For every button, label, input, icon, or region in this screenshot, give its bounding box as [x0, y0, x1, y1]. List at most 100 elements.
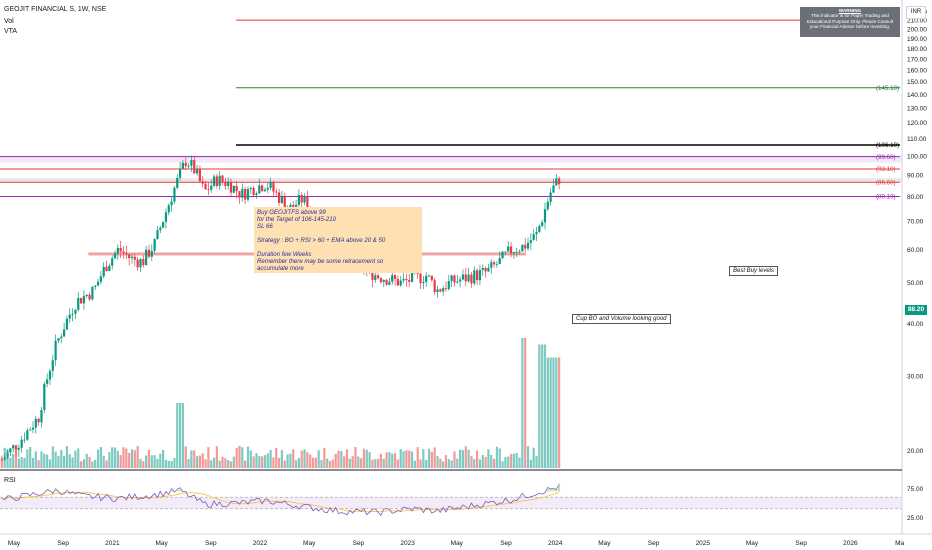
volume-bar	[68, 454, 71, 468]
last-price-badge: 88.20	[905, 305, 927, 315]
candle	[99, 276, 102, 282]
vol-indicator-label[interactable]: Vol	[4, 18, 14, 25]
candle	[371, 266, 374, 280]
candle	[402, 278, 405, 281]
volume-bar	[46, 454, 49, 468]
volume-bar	[82, 459, 86, 468]
volume-bar	[543, 344, 547, 468]
candle	[229, 181, 233, 193]
volume-bar	[529, 459, 532, 468]
volume-bar	[382, 458, 385, 468]
level-band	[0, 155, 902, 163]
best-buy-label[interactable]: Best Buy levels	[729, 266, 779, 276]
volume-bar	[176, 403, 179, 468]
y-tick-label: 90.00	[907, 173, 924, 180]
candle	[526, 242, 530, 249]
cup-bo-label[interactable]: Cup BO and Volume looking good	[572, 314, 671, 324]
volume-bar	[555, 357, 558, 468]
candle	[224, 181, 227, 186]
candle	[43, 383, 46, 410]
candle	[147, 249, 151, 257]
rsi-label[interactable]: RSI	[4, 477, 16, 484]
rsi-pane[interactable]: 75.00 25.00	[0, 483, 924, 522]
volume-bar	[515, 453, 518, 468]
volume-bar	[439, 458, 442, 468]
volume-bar	[269, 449, 272, 468]
x-tick-label: 2022	[253, 540, 268, 547]
volume-bar	[147, 449, 151, 468]
candle	[410, 272, 414, 282]
volume-bar	[379, 453, 383, 468]
candle	[31, 427, 35, 430]
volume-bar	[501, 461, 504, 468]
candle	[9, 448, 12, 453]
volume-bar	[99, 446, 102, 468]
candle	[54, 340, 57, 361]
strategy-note[interactable]: Buy GEOJITFS above 99 for the Target of …	[254, 207, 422, 273]
volume-bar	[77, 448, 80, 468]
price-pane[interactable]: (210.10)(145.10)(106.10)(99.60)(93.10)(8…	[0, 17, 902, 461]
volume-bar	[238, 445, 241, 468]
volume-bar	[215, 446, 218, 468]
volume-bar	[323, 447, 326, 468]
candle	[261, 185, 264, 192]
volume-bar	[334, 453, 337, 468]
candle	[300, 195, 303, 203]
volume-bar	[105, 460, 108, 468]
candle	[408, 280, 411, 282]
candle	[473, 270, 476, 284]
volume-bar	[113, 447, 117, 468]
candle	[105, 266, 108, 271]
level-label: (99.60)	[876, 154, 896, 161]
x-tick-label: Sep	[57, 540, 69, 547]
volume-bar	[275, 447, 278, 468]
volume-bar	[487, 449, 490, 468]
candle	[277, 192, 281, 203]
candle	[128, 254, 131, 259]
candle	[232, 185, 235, 193]
volume-bar	[193, 450, 196, 468]
candle	[113, 253, 117, 259]
candle	[63, 329, 66, 337]
note-line: SL 66	[257, 223, 273, 230]
volume-bar	[337, 450, 340, 468]
x-tick-label: 2024	[548, 540, 563, 547]
candle	[447, 281, 450, 290]
volume-bar	[12, 453, 15, 468]
warning-box: WARNING This Indicator is for Paper Trad…	[800, 7, 900, 37]
volume-bar	[23, 457, 26, 468]
vta-indicator-label[interactable]: VTA	[4, 28, 18, 35]
volume-bar	[74, 450, 77, 468]
volume-bar	[459, 449, 462, 468]
y-tick-label: 150.00	[907, 79, 927, 86]
volume-bar	[3, 447, 6, 468]
volume-bar	[258, 455, 261, 468]
x-tick-label: Sep	[648, 540, 660, 547]
candle	[108, 265, 111, 271]
note-line: Remember there may be some retracement s…	[257, 258, 384, 265]
candle	[204, 183, 207, 190]
candle	[399, 280, 402, 286]
volume-bar	[509, 453, 513, 468]
candle	[546, 201, 549, 210]
chart-title[interactable]: GEOJIT FINANCIAL S, 1W, NSE	[4, 6, 107, 13]
volume-bar	[261, 456, 264, 468]
candle	[549, 192, 552, 202]
candle	[464, 274, 467, 282]
volume-bar	[29, 447, 32, 468]
volume-bar	[255, 453, 258, 468]
candle	[212, 176, 216, 186]
x-tick-label: Sep	[353, 540, 365, 547]
volume-bar	[184, 446, 187, 468]
volume-bar	[354, 447, 357, 468]
currency-selector[interactable]: INR	[906, 6, 926, 19]
volume-bar	[119, 455, 122, 468]
level-label: (80.10)	[876, 194, 896, 201]
volume-bar	[413, 460, 416, 468]
volume-bar	[495, 446, 499, 468]
volume-bar	[9, 457, 12, 468]
volume-bar	[37, 460, 40, 468]
volume-bar	[14, 446, 18, 468]
candle	[156, 230, 159, 240]
